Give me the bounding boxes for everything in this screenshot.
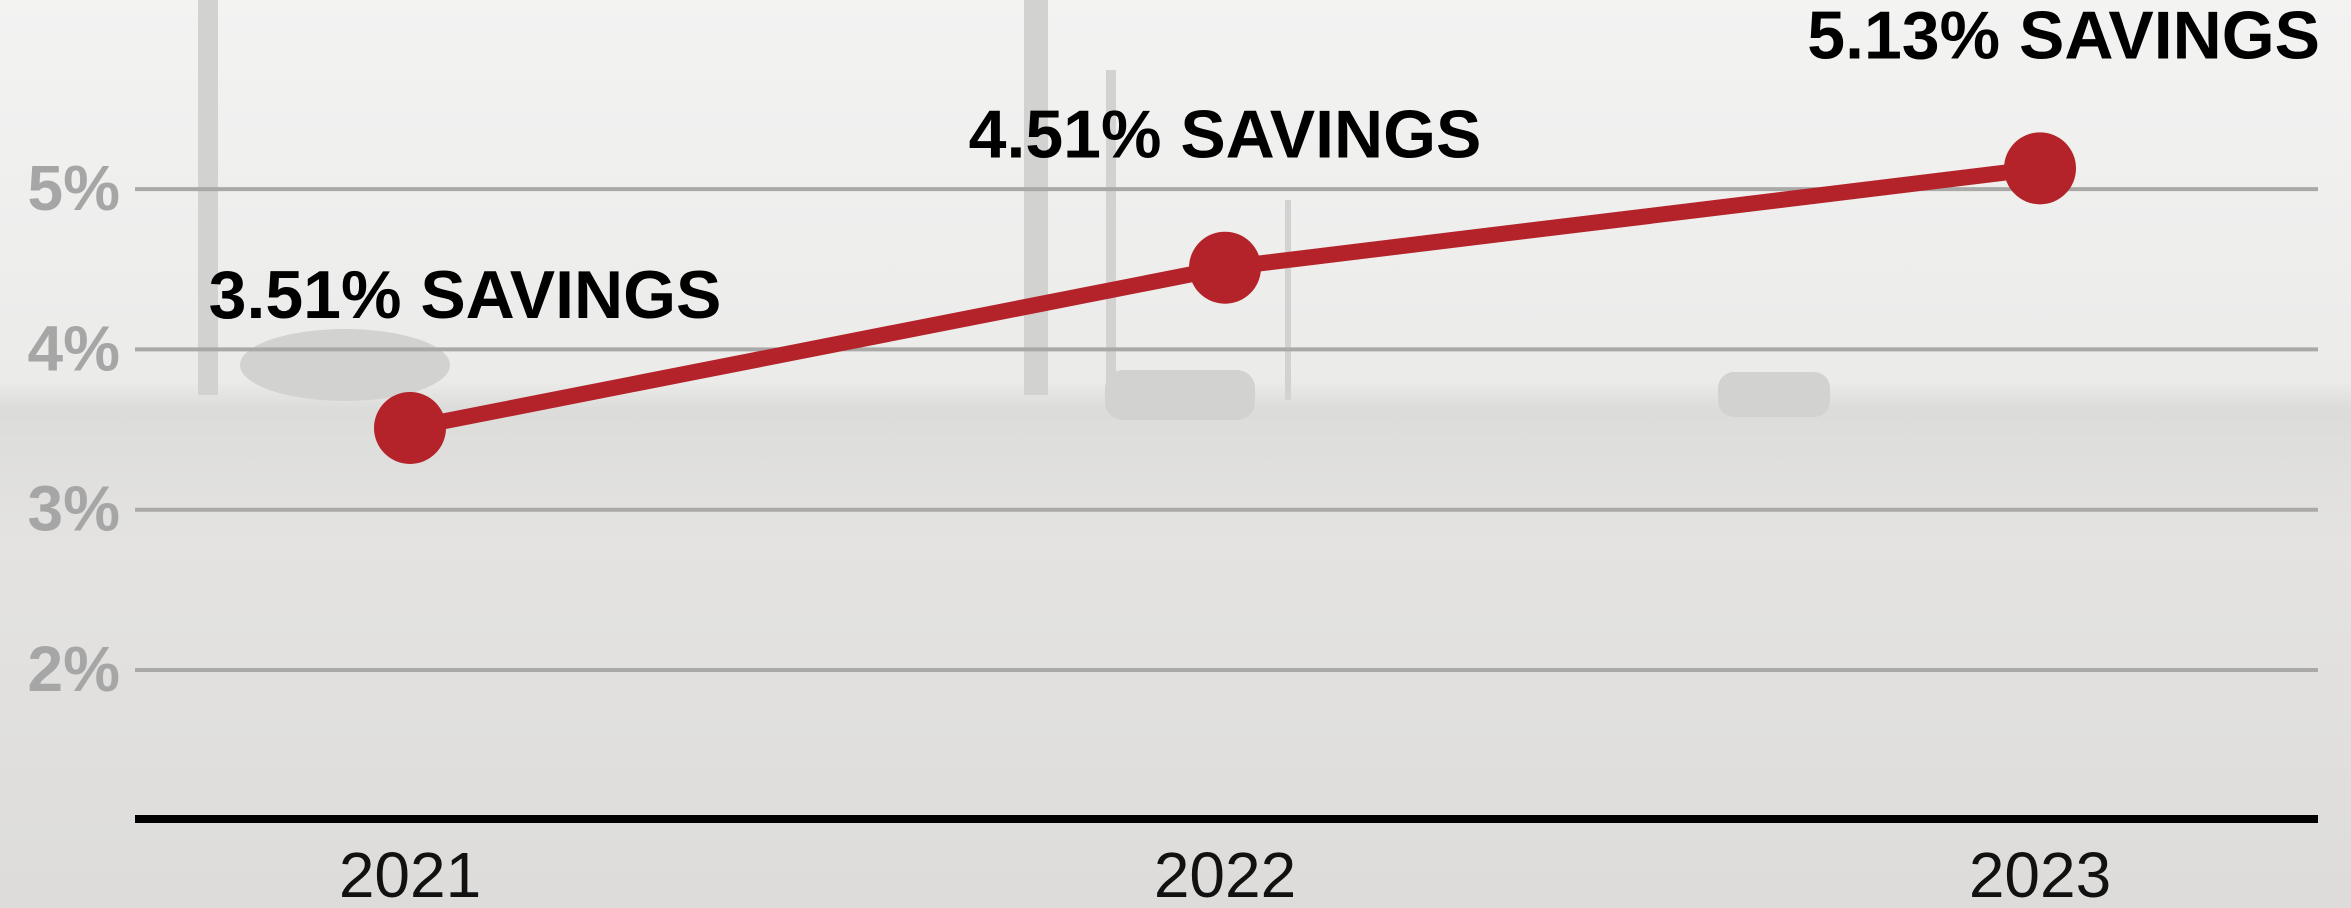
x-tick-label: 2022 xyxy=(1154,839,1296,908)
x-tick-label: 2023 xyxy=(1969,839,2111,908)
value-label: 3.51% SAVINGS xyxy=(209,257,722,333)
point xyxy=(2004,132,2076,205)
point xyxy=(1189,231,1261,304)
background-scenery xyxy=(198,0,1830,420)
y-tick-label: 5% xyxy=(28,152,121,224)
point xyxy=(374,391,446,464)
y-tick-label: 3% xyxy=(28,473,121,545)
value-label: 4.51% SAVINGS xyxy=(969,97,1482,173)
y-tick-label: 4% xyxy=(28,312,121,384)
x-tick-label: 2021 xyxy=(339,839,481,908)
y-tick-label: 2% xyxy=(28,633,121,705)
value-label: 5.13% SAVINGS xyxy=(1807,0,2320,73)
